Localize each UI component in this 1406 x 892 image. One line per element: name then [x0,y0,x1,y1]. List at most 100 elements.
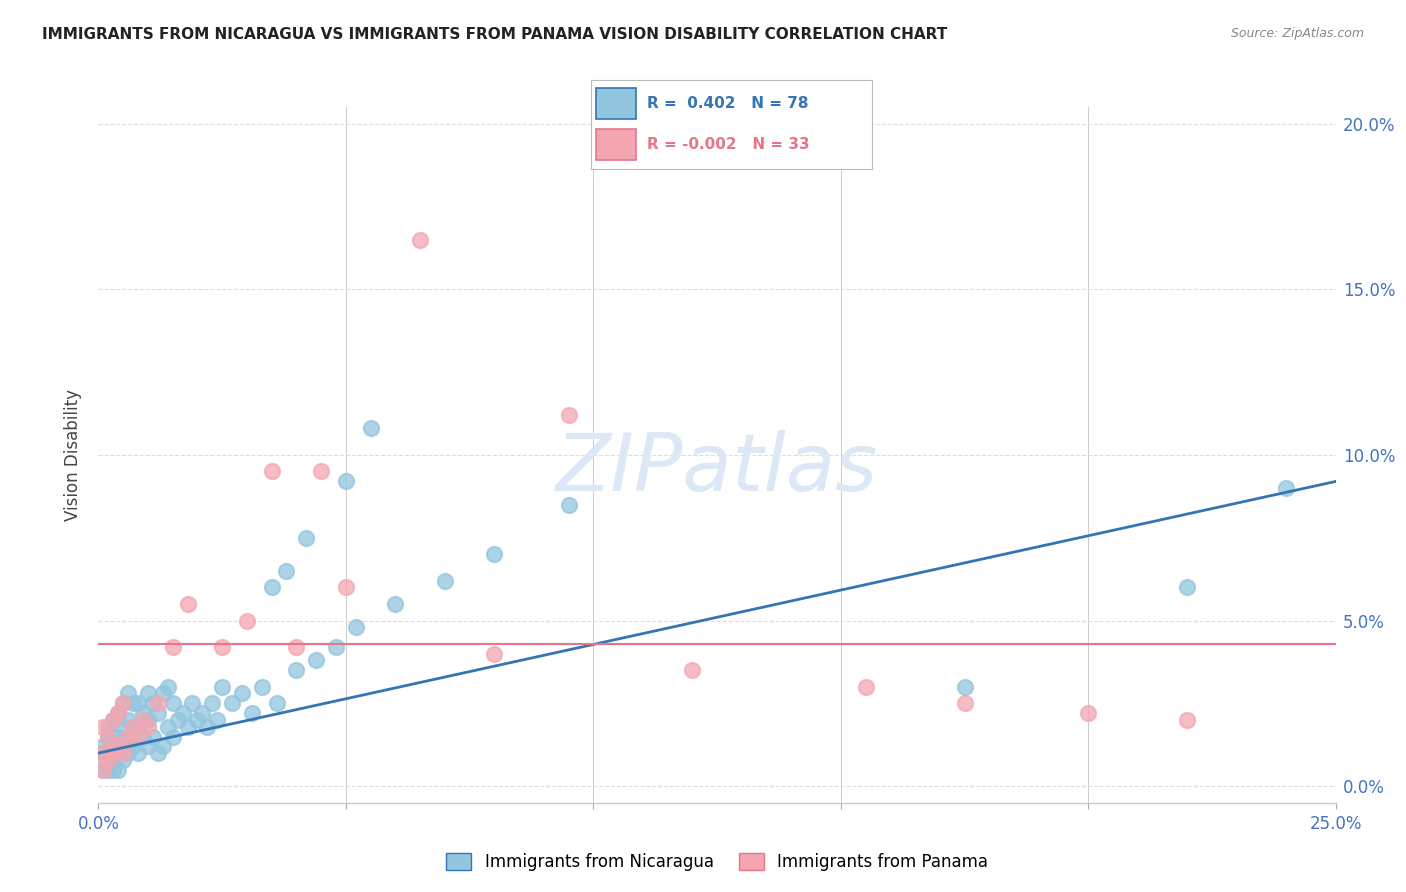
Point [103,713,125,727]
Point [953,680,976,694]
Text: ZIPatlas: ZIPatlas [555,430,879,508]
Point [146,697,169,711]
Point [136,739,159,754]
Point [93,720,115,734]
Point [201,697,224,711]
Point [295,531,318,545]
Point [112,746,135,760]
Point [211,680,233,694]
Point [127,720,149,734]
Point [117,730,139,744]
Point [409,233,432,247]
Point [309,465,332,479]
Point [97,753,120,767]
Point [103,730,125,744]
Point [166,713,188,727]
Point [142,697,165,711]
Point [325,640,347,654]
Point [93,753,115,767]
Point [103,746,125,760]
Point [172,706,194,721]
Point [97,730,120,744]
Point [186,713,208,727]
Point [117,730,139,744]
Point [107,706,129,721]
FancyBboxPatch shape [596,88,636,119]
Point [191,706,214,721]
Point [266,697,288,711]
Point [97,746,120,760]
Point [107,706,129,721]
Point [107,739,129,754]
Point [221,697,243,711]
Point [195,720,218,734]
Point [132,706,155,721]
Point [285,663,308,677]
Point [146,746,169,760]
Point [112,753,135,767]
Point [211,640,233,654]
Point [117,713,139,727]
Point [93,763,115,777]
FancyBboxPatch shape [596,129,636,160]
Point [103,739,125,754]
Point [142,730,165,744]
Point [240,706,263,721]
Point [97,763,120,777]
Point [132,713,155,727]
Point [260,465,283,479]
Point [122,739,145,754]
Point [93,746,115,760]
Point [484,547,506,561]
Point [1175,581,1198,595]
Point [107,746,129,760]
Point [127,697,149,711]
Point [285,640,308,654]
Point [236,614,259,628]
Point [162,730,184,744]
Text: Source: ZipAtlas.com: Source: ZipAtlas.com [1230,27,1364,40]
Point [484,647,506,661]
Point [93,746,115,760]
Point [103,713,125,727]
Point [97,720,120,734]
Point [112,697,135,711]
Point [953,697,976,711]
Point [103,753,125,767]
Text: IMMIGRANTS FROM NICARAGUA VS IMMIGRANTS FROM PANAMA VISION DISABILITY CORRELATIO: IMMIGRANTS FROM NICARAGUA VS IMMIGRANTS … [42,27,948,42]
Point [335,581,357,595]
Point [97,730,120,744]
Point [112,739,135,754]
Point [103,763,125,777]
Point [146,706,169,721]
Point [335,475,357,489]
Point [136,720,159,734]
Point [93,763,115,777]
Point [1275,481,1298,495]
Point [156,680,179,694]
Y-axis label: Vision Disability: Vision Disability [65,389,83,521]
Point [176,720,198,734]
Legend: Immigrants from Nicaragua, Immigrants from Panama: Immigrants from Nicaragua, Immigrants fr… [440,847,994,878]
Point [1175,713,1198,727]
Point [122,720,145,734]
Point [97,753,120,767]
Point [122,697,145,711]
Point [132,730,155,744]
Point [360,421,382,435]
Point [205,713,228,727]
Point [231,686,253,700]
Point [557,408,579,422]
Point [152,739,174,754]
Point [112,720,135,734]
Point [117,686,139,700]
Point [344,620,367,634]
Point [136,713,159,727]
Point [107,763,129,777]
Point [152,686,174,700]
Point [855,680,877,694]
Point [107,730,129,744]
Point [681,663,703,677]
Point [384,597,406,611]
Point [127,730,149,744]
